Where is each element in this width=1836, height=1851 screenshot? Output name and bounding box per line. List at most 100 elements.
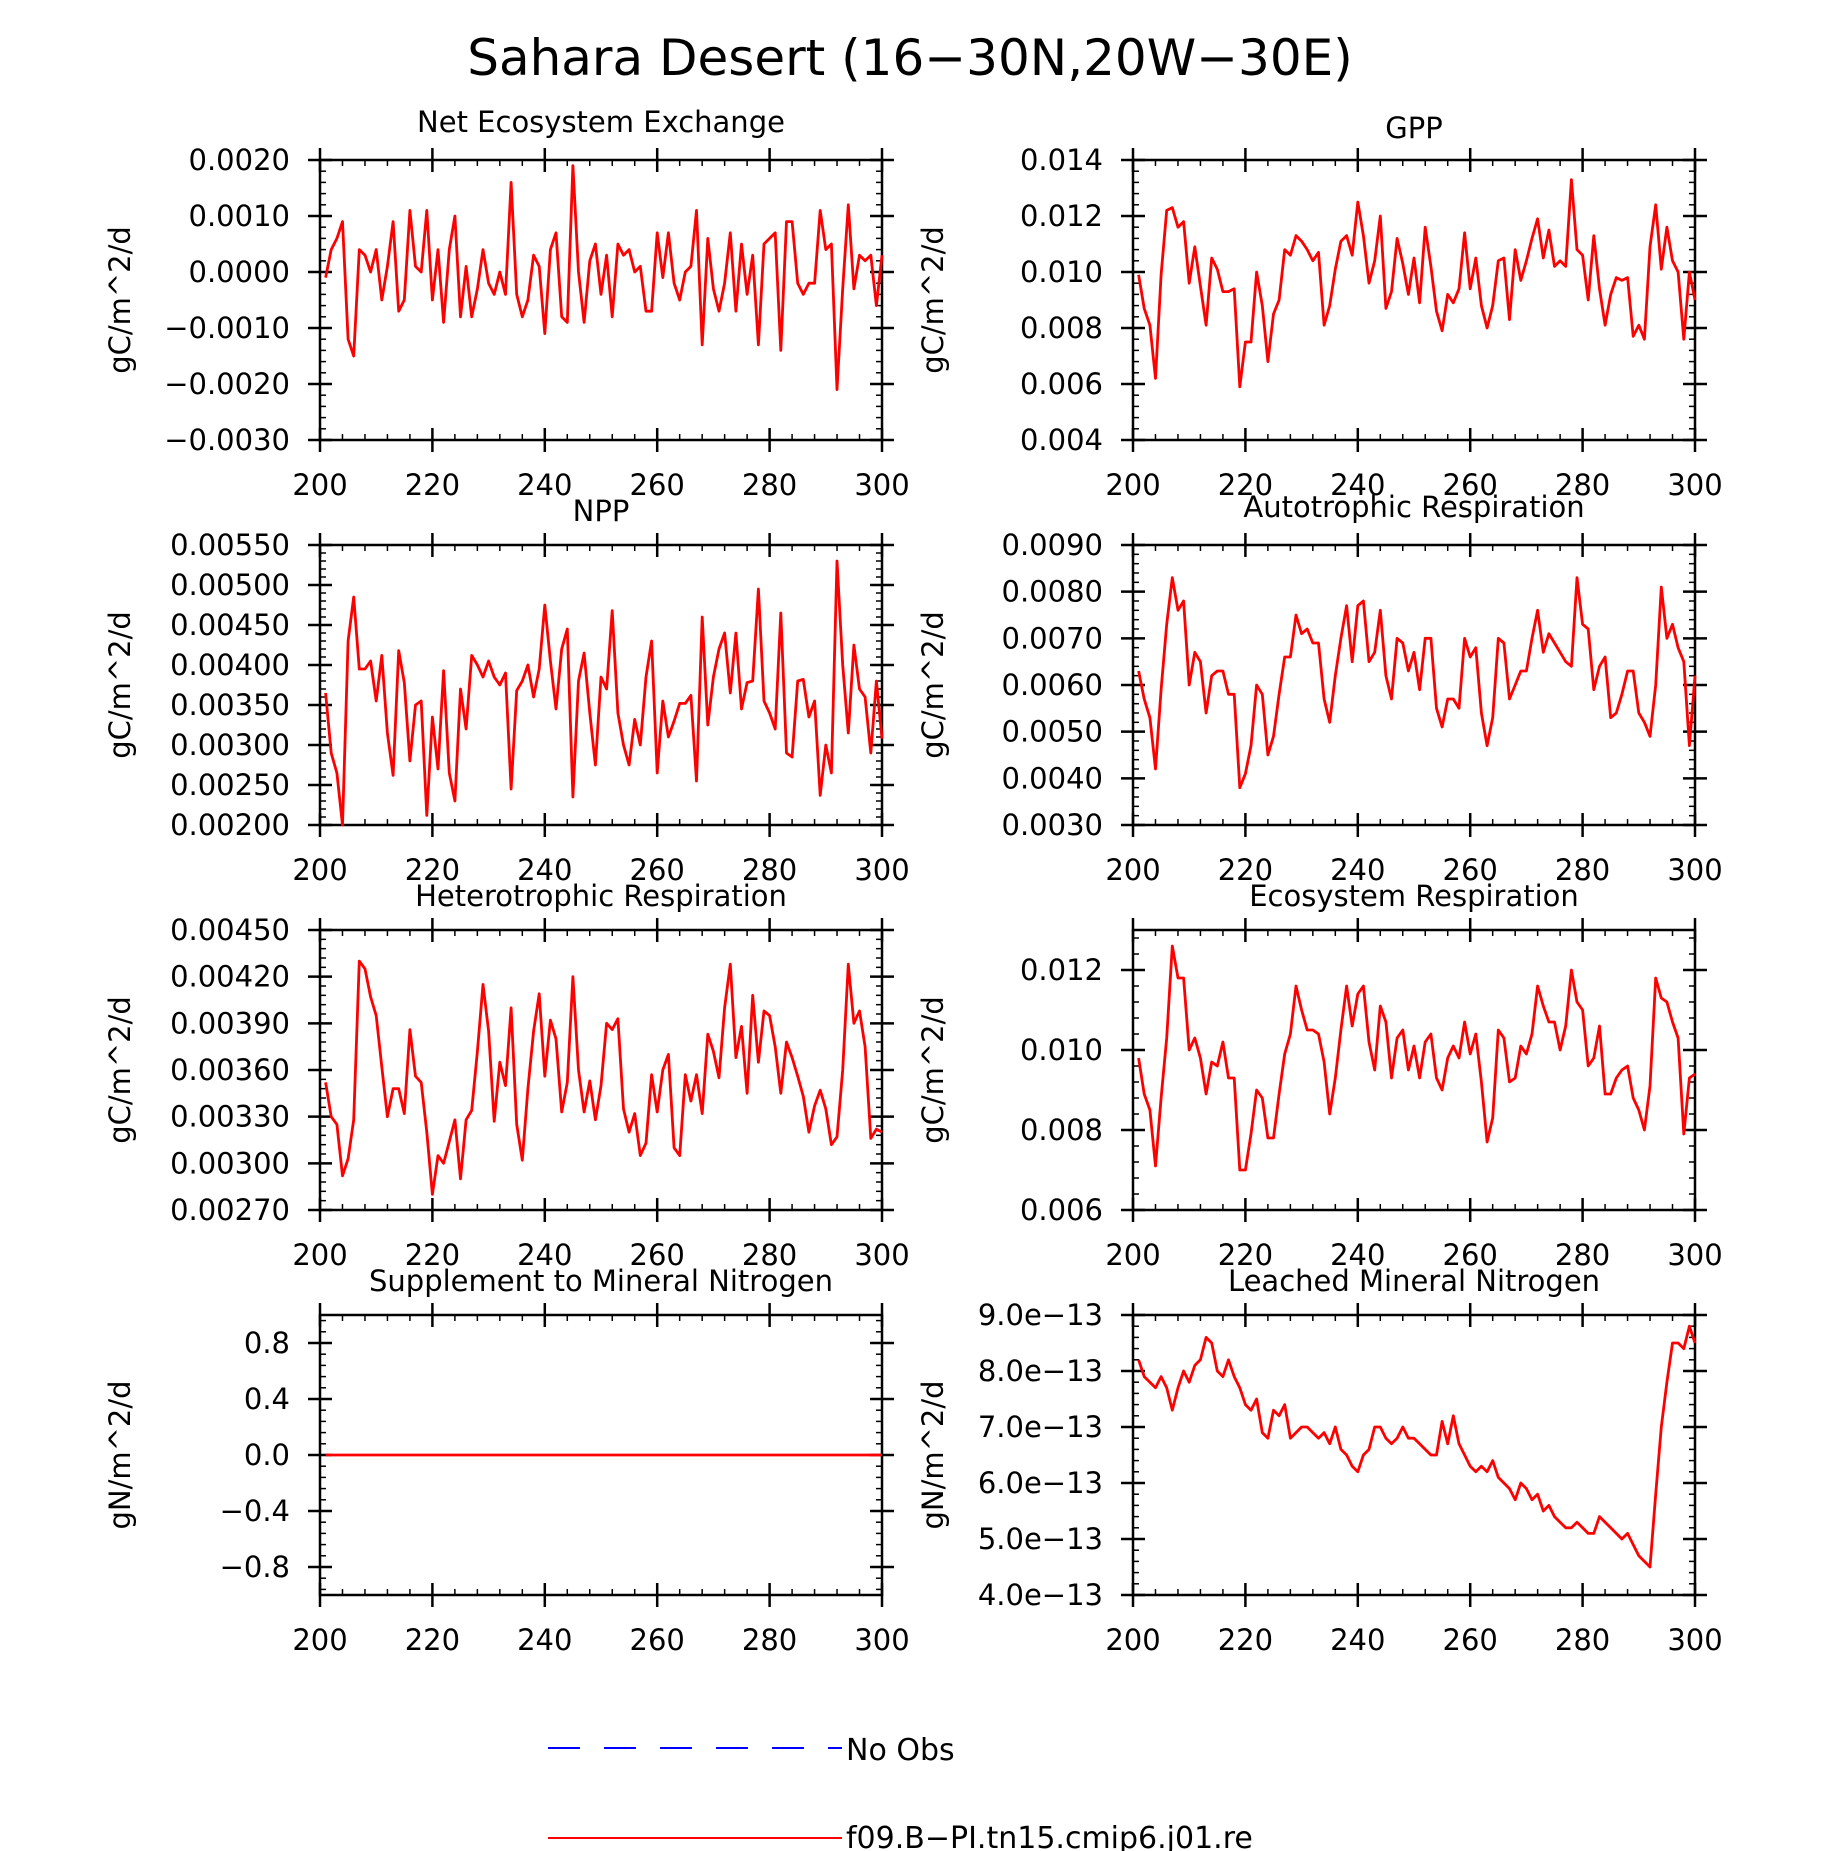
y-tick-label: 0.00300 [170, 1146, 290, 1180]
x-tick-label: 300 [1667, 1623, 1722, 1657]
x-tick-label: 220 [1218, 1623, 1273, 1657]
plot-frame [318, 543, 884, 827]
y-tick-label: 8.0e−13 [978, 1354, 1103, 1388]
y-axis-label: gC/m^2/d [103, 611, 137, 759]
y-tick-label: 0.012 [1020, 199, 1103, 233]
y-tick-label: 0.012 [1020, 953, 1103, 987]
y-tick-label: 0.008 [1020, 1113, 1103, 1147]
x-tick-label: 260 [630, 468, 685, 502]
panel-title: Net Ecosystem Exchange [417, 105, 785, 139]
panel-npp: NPP gC/m^2/d 0.00200 0.00250 0.00300 0.00350 0… [103, 494, 910, 887]
panel-title: Heterotrophic Respiration [415, 879, 787, 913]
y-tick-label: 0.0020 [189, 143, 290, 177]
series-line-gpp [1137, 178, 1697, 389]
y-tick-label: 4.0e−13 [978, 1578, 1103, 1612]
x-tick-label: 220 [405, 1623, 460, 1657]
x-tick-label: 260 [1443, 468, 1498, 502]
y-tick-label: 0.0050 [1002, 715, 1103, 749]
y-tick-label: 0.00420 [170, 960, 290, 994]
x-tick-label: 280 [1555, 468, 1610, 502]
panel-title: Leached Mineral Nitrogen [1228, 1264, 1600, 1298]
legend-label-no-obs: No Obs [846, 1733, 955, 1768]
x-tick-label: 220 [1218, 468, 1273, 502]
y-tick-label: 0.006 [1020, 367, 1103, 401]
y-axis-label: gC/m^2/d [103, 226, 137, 374]
series-line-net-ecosystem-exchange [324, 164, 884, 392]
y-axis-label: gN/m^2/d [103, 1380, 137, 1529]
y-tick-label: 0.0040 [1002, 761, 1103, 795]
x-tick-label: 200 [1105, 1238, 1160, 1272]
x-tick-label: 260 [1443, 853, 1498, 887]
x-tick-label: 200 [1105, 1623, 1160, 1657]
y-tick-label: 0.0070 [1002, 621, 1103, 655]
y-tick-label: 0.00350 [170, 688, 290, 722]
panel-title: Ecosystem Respiration [1249, 879, 1579, 913]
y-tick-label: 0.00270 [170, 1193, 290, 1227]
panel-ecosystem-respiration: Ecosystem Respiration gC/m^2/d 0.006 0.008 0… [916, 879, 1723, 1272]
x-tick-label: 200 [292, 1238, 347, 1272]
y-tick-label: 0.0060 [1002, 668, 1103, 702]
x-tick-label: 240 [517, 853, 572, 887]
x-tick-label: 260 [630, 1238, 685, 1272]
x-tick-label: 220 [1218, 1238, 1273, 1272]
y-axis-label: gC/m^2/d [916, 996, 950, 1144]
x-tick-label: 240 [1330, 1623, 1385, 1657]
panel-title: GPP [1385, 111, 1442, 145]
y-tick-label: 0.00450 [170, 913, 290, 947]
y-tick-label: −0.4 [220, 1494, 290, 1528]
x-tick-label: 240 [517, 1238, 572, 1272]
series-line-leached-mineral-nitrogen [1137, 1324, 1697, 1569]
y-tick-label: 0.00360 [170, 1053, 290, 1087]
x-tick-label: 280 [1555, 853, 1610, 887]
y-tick-label: 5.0e−13 [978, 1522, 1103, 1556]
legend: No Obs f09.B−PI.tn15.cmip6.j01.re [548, 1733, 1253, 1851]
x-tick-label: 300 [854, 853, 909, 887]
y-tick-label: 0.006 [1020, 1193, 1103, 1227]
y-axis-label: gC/m^2/d [916, 611, 950, 759]
y-tick-label: 0.010 [1020, 255, 1103, 289]
x-tick-label: 300 [1667, 1238, 1722, 1272]
y-axis-label: gN/m^2/d [916, 1380, 950, 1529]
y-tick-label: 0.0080 [1002, 575, 1103, 609]
y-tick-label: 0.0000 [189, 255, 290, 289]
x-tick-label: 240 [517, 1623, 572, 1657]
y-tick-label: 9.0e−13 [978, 1298, 1103, 1332]
y-tick-label: 0.00200 [170, 808, 290, 842]
panel-heterotrophic-respiration: Heterotrophic Respiration gC/m^2/d 0.00270… [103, 879, 910, 1272]
plot-frame [318, 158, 884, 442]
panel-title: Supplement to Mineral Nitrogen [369, 1264, 833, 1298]
y-tick-label: 0.00500 [170, 568, 290, 602]
panel-title: Autotrophic Respiration [1243, 490, 1584, 524]
y-tick-label: 0.0090 [1002, 528, 1103, 562]
x-tick-label: 220 [405, 468, 460, 502]
x-tick-label: 220 [405, 1238, 460, 1272]
y-tick-label: 7.0e−13 [978, 1410, 1103, 1444]
x-tick-label: 300 [854, 1623, 909, 1657]
y-tick-label: 0.00250 [170, 768, 290, 802]
x-tick-label: 280 [742, 1238, 797, 1272]
x-tick-label: 260 [1443, 1623, 1498, 1657]
y-tick-label: 0.0 [244, 1438, 290, 1472]
y-tick-label: 0.008 [1020, 311, 1103, 345]
y-tick-label: 0.00400 [170, 648, 290, 682]
x-tick-label: 200 [292, 1623, 347, 1657]
panel-autotrophic-respiration: Autotrophic Respiration gC/m^2/d 0.0030 0.0… [916, 490, 1723, 887]
x-tick-label: 200 [1105, 468, 1160, 502]
y-tick-label: 0.010 [1020, 1033, 1103, 1067]
x-tick-label: 240 [1330, 853, 1385, 887]
x-tick-label: 280 [1555, 1238, 1610, 1272]
y-tick-label: −0.0020 [164, 367, 290, 401]
panel-supplement-to-mineral-nitrogen: Supplement to Mineral Nitrogen gN/m^2/d −0… [103, 1264, 910, 1657]
figure-title: Sahara Desert (16−30N,20W−30E) [467, 29, 1353, 87]
x-tick-label: 260 [1443, 1238, 1498, 1272]
y-tick-label: 0.4 [244, 1382, 290, 1416]
y-tick-label: 0.004 [1020, 423, 1103, 457]
y-tick-label: −0.8 [220, 1550, 290, 1584]
series-line-autotrophic-respiration [1137, 576, 1697, 790]
y-axis-label: gC/m^2/d [916, 226, 950, 374]
x-tick-label: 200 [1105, 853, 1160, 887]
x-tick-label: 280 [742, 1623, 797, 1657]
y-tick-label: 0.00300 [170, 728, 290, 762]
y-tick-label: 0.0010 [189, 199, 290, 233]
